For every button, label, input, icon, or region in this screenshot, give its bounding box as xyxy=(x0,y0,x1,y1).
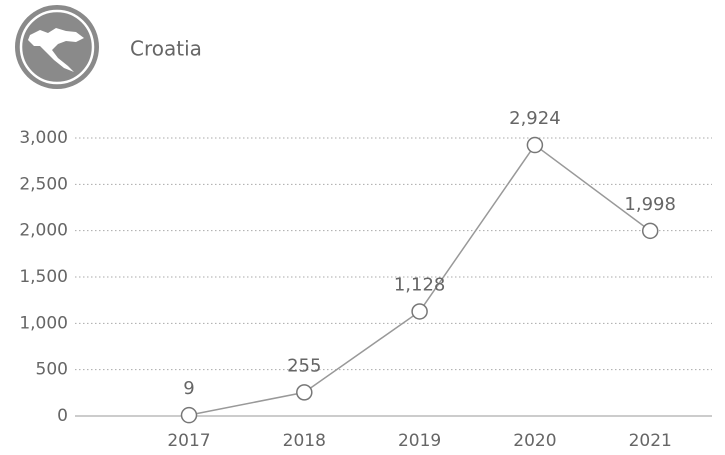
country-icon xyxy=(15,5,99,89)
data-point xyxy=(526,136,544,154)
x-tick-label: 2019 xyxy=(398,431,441,451)
data-label: 2,924 xyxy=(509,108,561,129)
data-label: 255 xyxy=(287,355,321,376)
data-point xyxy=(296,384,313,401)
data-point xyxy=(180,406,198,424)
data-label: 9 xyxy=(183,378,194,399)
x-tick-label: 2021 xyxy=(629,431,672,451)
y-tick-label: 2,000 xyxy=(19,221,68,241)
data-label: 1,128 xyxy=(394,274,446,295)
y-tick-label: 1,500 xyxy=(19,267,68,287)
chart-title: Croatia xyxy=(130,37,202,61)
y-tick-label: 2,500 xyxy=(19,174,68,194)
x-tick-label: 2018 xyxy=(283,431,326,451)
y-tick-label: 1,000 xyxy=(19,313,68,333)
data-point xyxy=(411,303,428,320)
x-tick-label: 2017 xyxy=(167,431,210,451)
y-tick-label: 0 xyxy=(57,406,68,426)
y-tick-label: 3,000 xyxy=(19,128,68,148)
data-point xyxy=(641,222,659,240)
y-tick-label: 500 xyxy=(36,360,68,380)
data-label: 1,998 xyxy=(624,194,676,215)
x-tick-label: 2020 xyxy=(513,431,556,451)
